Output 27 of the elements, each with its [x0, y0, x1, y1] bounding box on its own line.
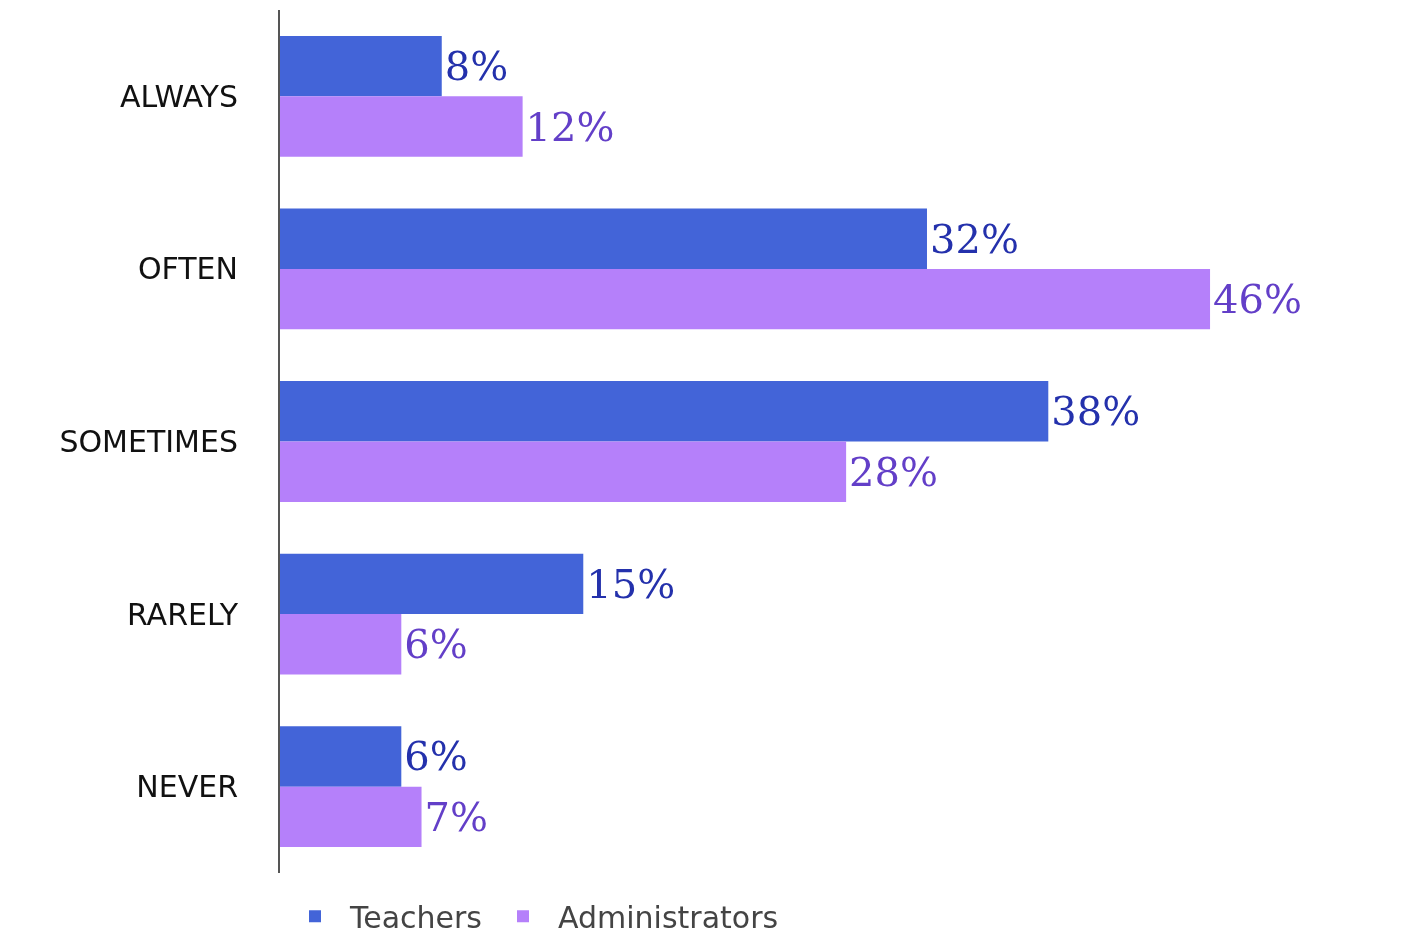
- y-tick-label: OFTEN: [137, 251, 238, 287]
- bar: [280, 208, 927, 269]
- y-tick-label: NEVER: [136, 769, 238, 805]
- y-tick-label: SOMETIMES: [59, 424, 238, 459]
- bar: [280, 441, 847, 502]
- bar: [280, 381, 1049, 442]
- bar: [280, 726, 402, 787]
- data-label: 8%: [444, 43, 509, 90]
- bar: [280, 553, 584, 615]
- bar: [280, 268, 1211, 330]
- legend-label: Teachers: [349, 899, 482, 935]
- data-label: 6%: [404, 733, 468, 780]
- y-tick-label: ALWAYS: [119, 78, 238, 114]
- bar: [280, 614, 402, 675]
- data-label: 32%: [929, 215, 1019, 262]
- data-label: 46%: [1213, 276, 1302, 323]
- data-label: 28%: [849, 448, 939, 495]
- data-label: 15%: [586, 560, 676, 607]
- data-label: 12%: [525, 103, 615, 150]
- legend-label: Administrators: [558, 899, 779, 935]
- bar: [280, 786, 422, 848]
- bar: [280, 96, 523, 157]
- data-label: 7%: [424, 793, 488, 840]
- data-label: 38%: [1051, 388, 1141, 435]
- bar: [280, 35, 442, 97]
- y-tick-label: RARELY: [126, 596, 239, 632]
- data-label: 6%: [404, 621, 468, 668]
